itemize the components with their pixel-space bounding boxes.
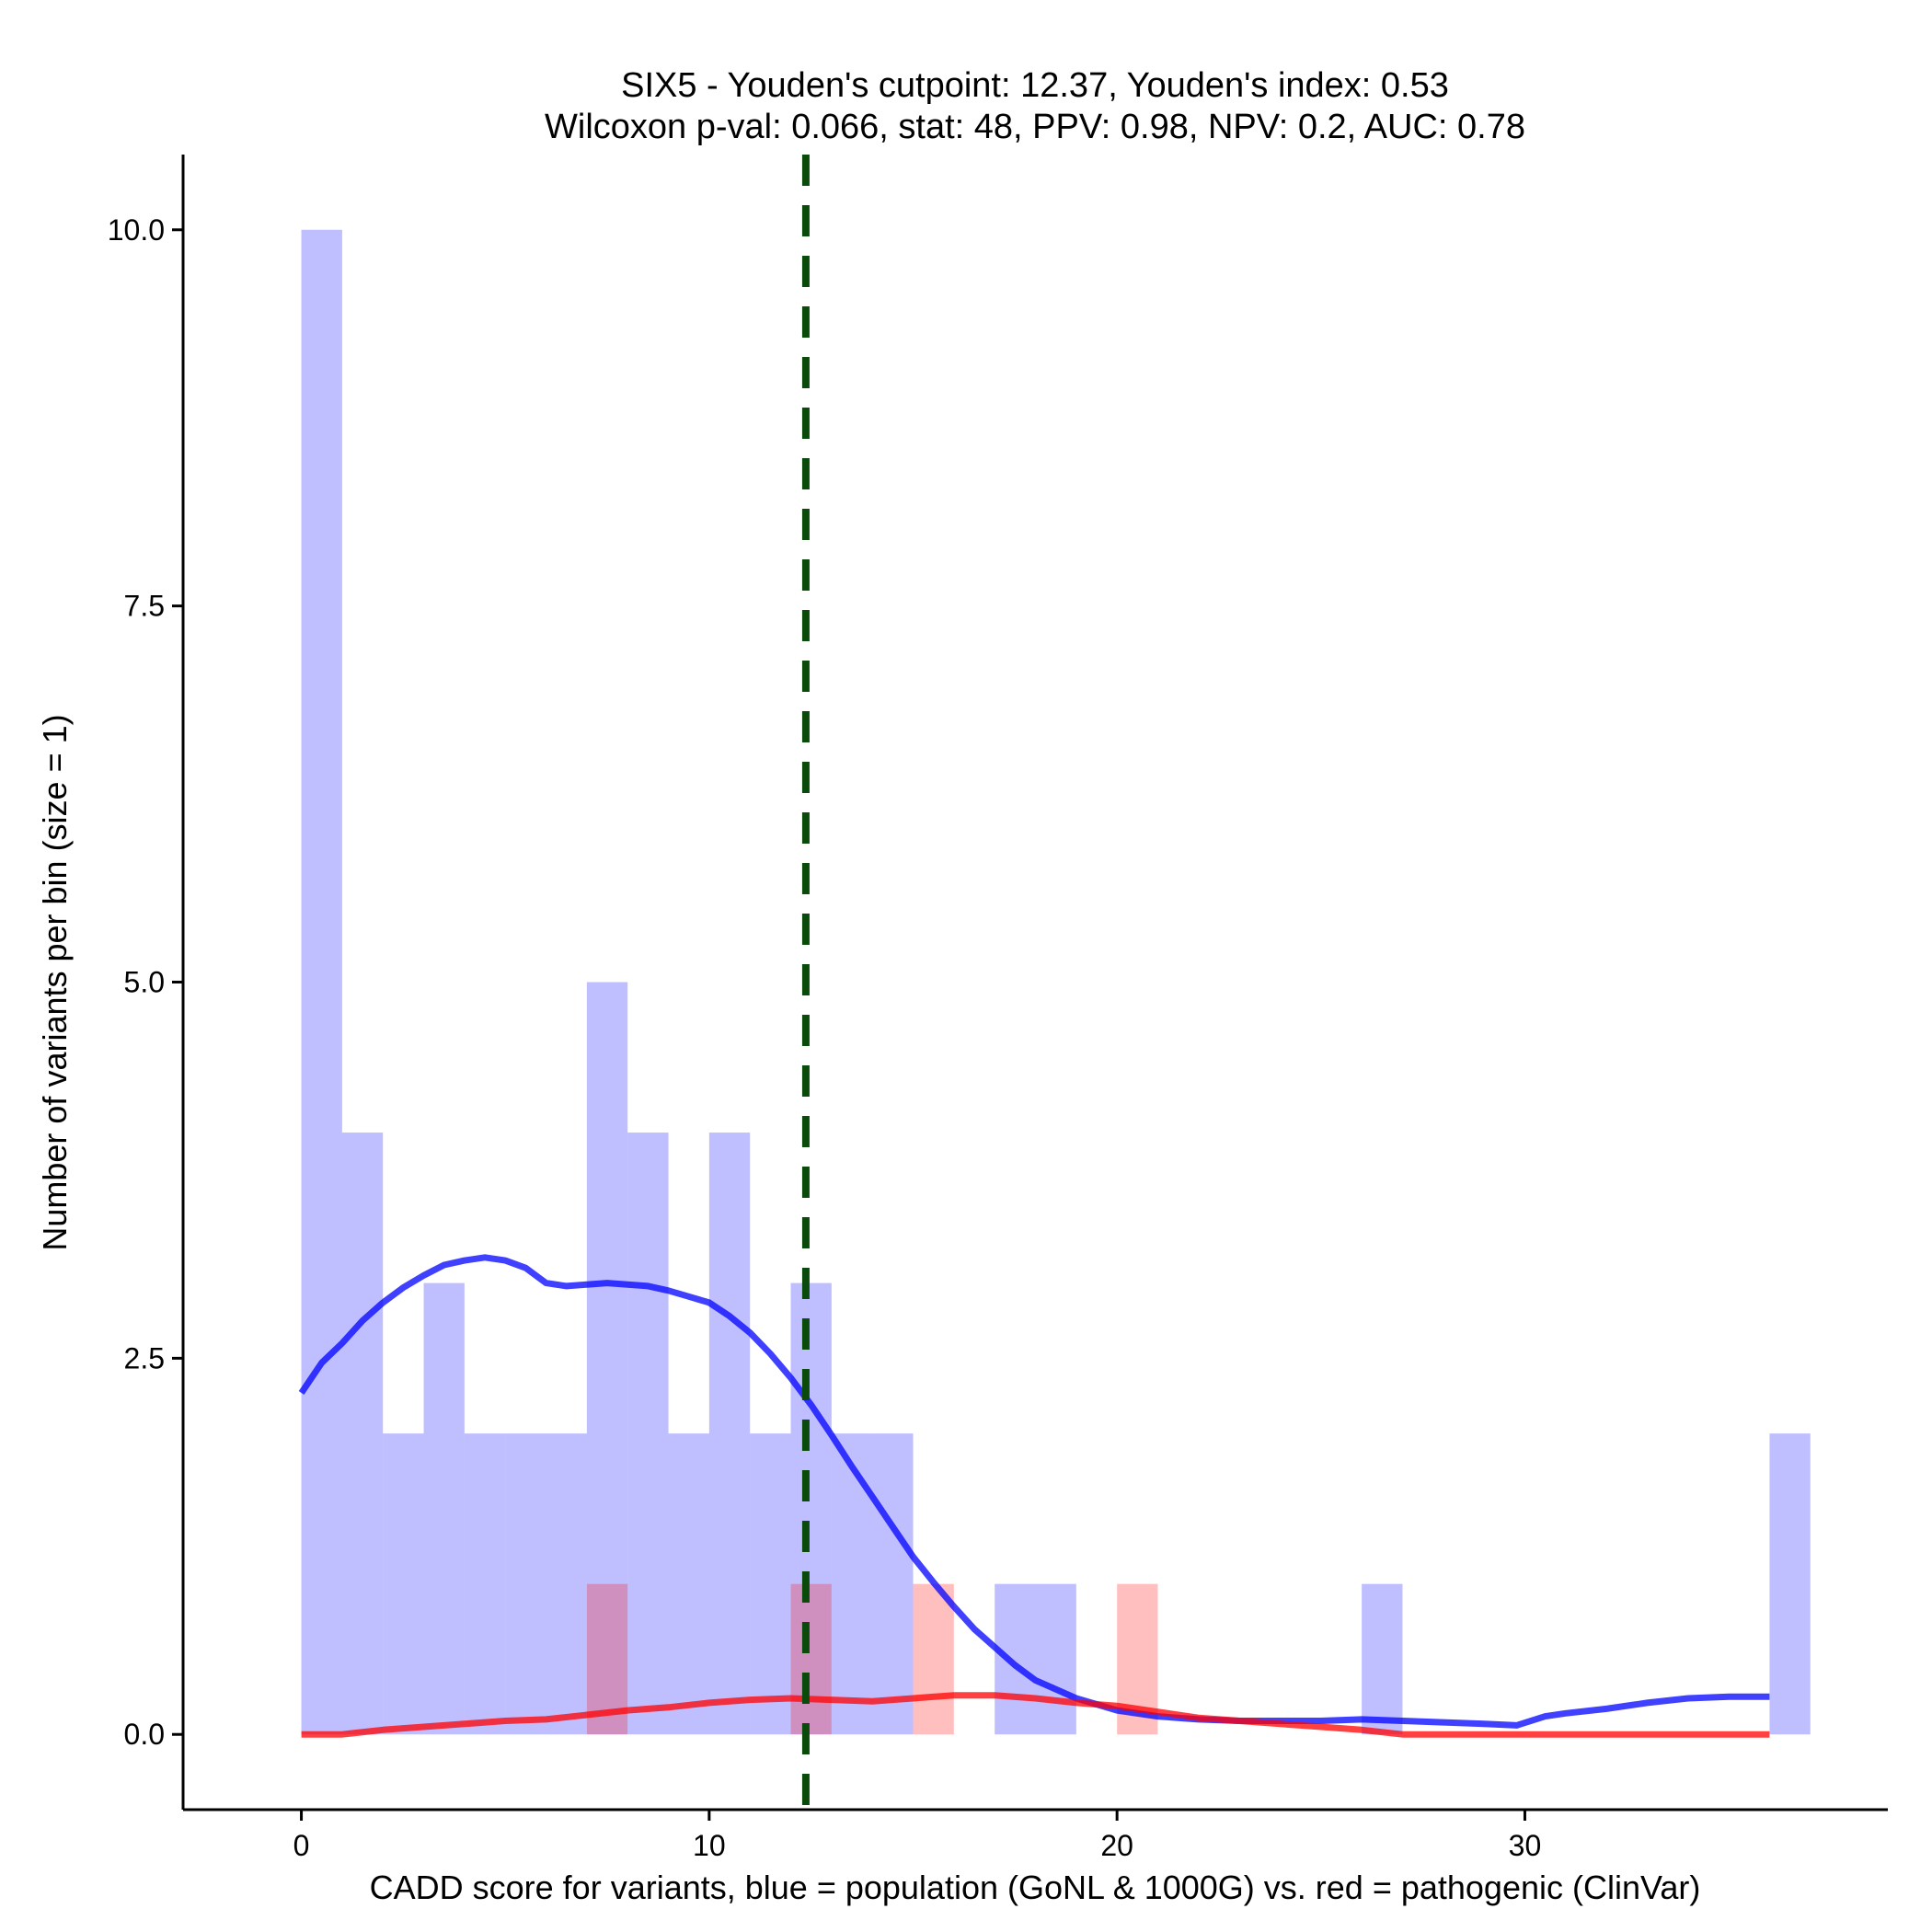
x-tick-label: 30 [1509, 1829, 1542, 1862]
x-axis-ticks: 0 10 20 30 [293, 1810, 1542, 1862]
population-bar [627, 1133, 669, 1735]
population-bar [1035, 1583, 1076, 1735]
y-axis-ticks: 0.0 2.5 5.0 7.5 10.0 [108, 213, 183, 1751]
y-axis-label: Number of variants per bin (size = 1) [36, 714, 74, 1250]
y-tick-label: 0.0 [124, 1718, 165, 1751]
population-bar [586, 982, 628, 1735]
y-tick-label: 10.0 [108, 213, 165, 247]
x-tick-label: 0 [293, 1829, 310, 1862]
pathogenic-density-line [301, 1692, 1770, 1738]
population-bar [668, 1433, 709, 1735]
population-bar [790, 1282, 832, 1735]
population-bar [341, 1133, 384, 1735]
pathogenic-bar [913, 1583, 954, 1735]
population-bar [464, 1433, 506, 1735]
population-bar [505, 1433, 546, 1735]
population-histogram [301, 229, 1811, 1735]
chart-subtitle: Wilcoxon p-val: 0.066, stat: 48, PPV: 0.… [545, 108, 1525, 146]
x-axis-label: CADD score for variants, blue = populati… [370, 1869, 1701, 1906]
population-bar [383, 1433, 424, 1735]
y-tick-label: 7.5 [124, 590, 165, 623]
chart-title: SIX5 - Youden's cutpoint: 12.37, Youden'… [621, 66, 1449, 105]
population-bar [546, 1433, 587, 1735]
population-bar [750, 1433, 791, 1735]
population-bar [995, 1583, 1036, 1735]
population-density-line [298, 1254, 1770, 1729]
x-tick-label: 20 [1100, 1829, 1133, 1862]
population-bar [1769, 1433, 1811, 1735]
population-bar [423, 1282, 465, 1735]
population-bar [708, 1133, 751, 1735]
x-tick-label: 10 [693, 1829, 726, 1862]
population-bar [872, 1433, 914, 1735]
population-bar [831, 1433, 873, 1735]
pathogenic-bar [790, 1583, 832, 1735]
population-bar [1362, 1583, 1403, 1735]
population-bar [301, 229, 342, 1735]
y-tick-label: 5.0 [124, 966, 165, 999]
y-tick-label: 2.5 [124, 1341, 165, 1374]
